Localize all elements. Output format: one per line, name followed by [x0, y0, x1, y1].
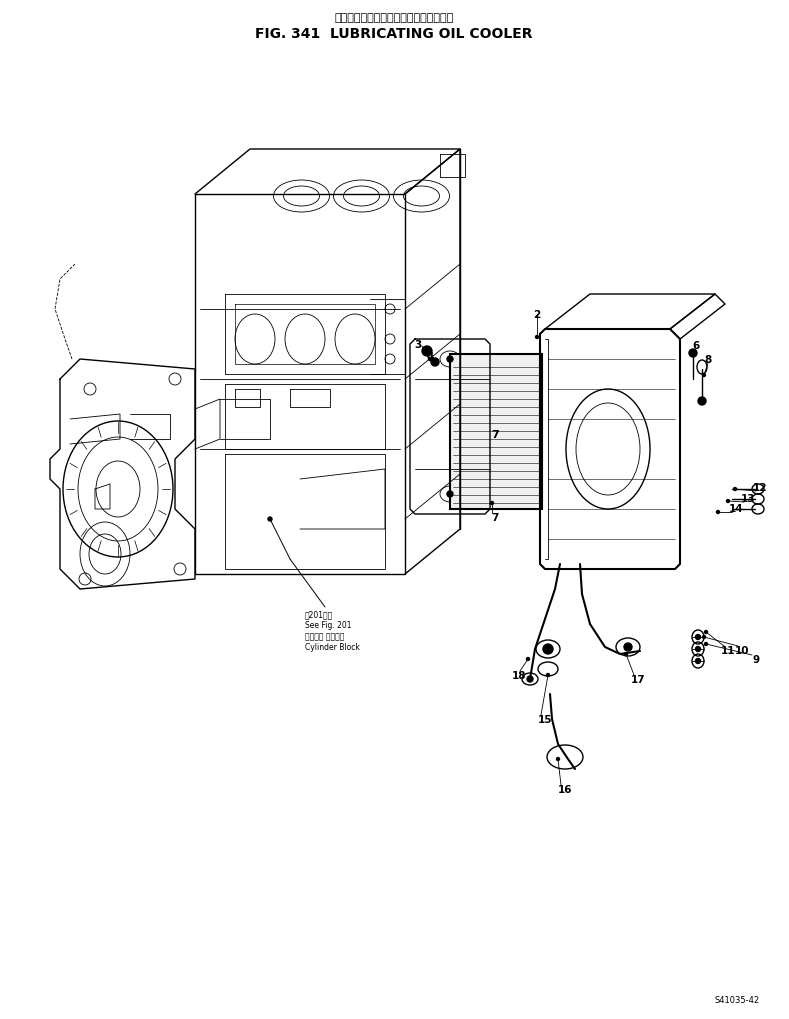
Text: FIG. 341  LUBRICATING OIL COOLER: FIG. 341 LUBRICATING OIL COOLER: [256, 26, 533, 41]
Text: 14: 14: [729, 503, 743, 514]
Circle shape: [695, 659, 701, 663]
Text: 18: 18: [512, 671, 526, 681]
Circle shape: [527, 677, 533, 683]
Text: 9: 9: [753, 654, 760, 664]
Text: 4: 4: [426, 352, 434, 362]
Circle shape: [268, 518, 272, 522]
Text: ルーブリケーティング　オイル　クーラ: ルーブリケーティング オイル クーラ: [335, 13, 454, 23]
Text: S41035-42: S41035-42: [715, 995, 760, 1004]
Circle shape: [702, 374, 705, 377]
Text: 6: 6: [693, 340, 700, 351]
Circle shape: [705, 631, 708, 634]
Text: 7: 7: [491, 430, 499, 439]
Circle shape: [428, 358, 432, 361]
Circle shape: [698, 397, 706, 406]
Text: 17: 17: [630, 675, 645, 685]
Circle shape: [689, 350, 697, 358]
Circle shape: [705, 643, 708, 646]
Circle shape: [536, 336, 539, 339]
Circle shape: [447, 357, 453, 363]
Text: 8: 8: [705, 355, 712, 365]
Circle shape: [702, 636, 705, 639]
Text: 12: 12: [753, 483, 767, 492]
Bar: [450, 355, 542, 510]
Circle shape: [543, 644, 553, 654]
Text: 16: 16: [558, 785, 572, 794]
Text: 10: 10: [735, 645, 750, 655]
Circle shape: [695, 635, 701, 640]
Text: 3: 3: [414, 339, 421, 350]
Circle shape: [556, 758, 559, 761]
Circle shape: [447, 491, 453, 497]
Circle shape: [734, 488, 736, 491]
Circle shape: [716, 511, 720, 514]
Text: 15: 15: [538, 714, 552, 725]
Circle shape: [625, 653, 627, 656]
Circle shape: [547, 674, 549, 677]
Text: 7: 7: [492, 513, 499, 523]
Circle shape: [491, 502, 493, 505]
Circle shape: [624, 643, 632, 651]
Circle shape: [422, 346, 432, 357]
Text: 図201参照
See Fig. 201: 図201参照 See Fig. 201: [305, 609, 352, 630]
Text: シリンダ ブロック
Cylinder Block: シリンダ ブロック Cylinder Block: [305, 632, 360, 651]
Circle shape: [526, 658, 529, 661]
Circle shape: [431, 359, 439, 367]
Circle shape: [727, 500, 730, 503]
Text: 11: 11: [720, 645, 735, 655]
Text: 2: 2: [533, 310, 540, 320]
Circle shape: [695, 647, 701, 652]
Text: 13: 13: [741, 493, 755, 503]
